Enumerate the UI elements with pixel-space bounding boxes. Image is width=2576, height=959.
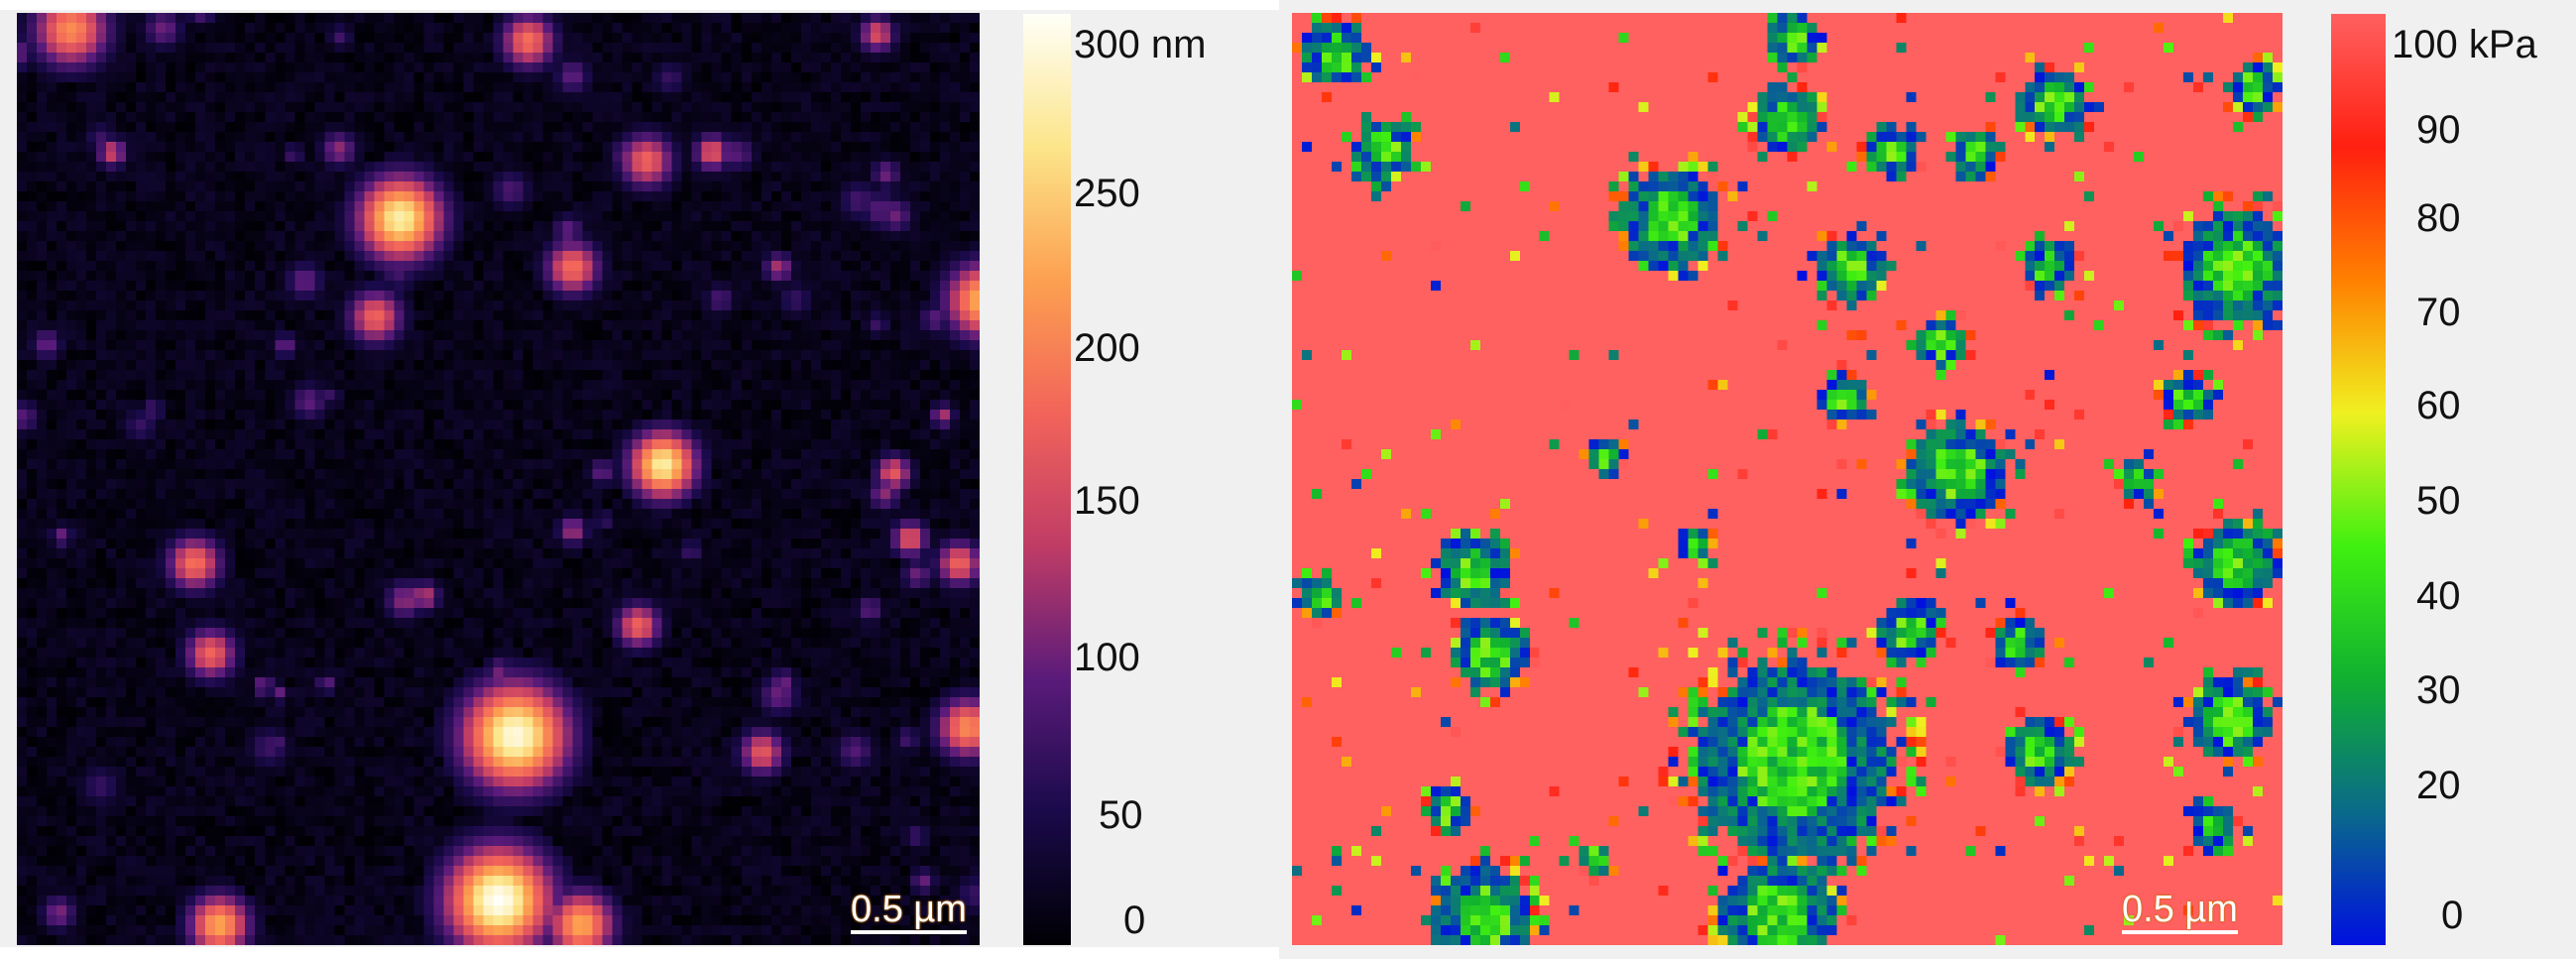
modulus-scale-bar: 0.5 µm (2122, 891, 2238, 934)
colorbar-tick-label: 0 (2441, 894, 2464, 937)
height-colorbar (1023, 14, 1071, 945)
colorbar-tick-label: 200 (1074, 326, 1140, 370)
colorbar-tick-label: 50 (2416, 479, 2461, 523)
colorbar-tick-label: 300 nm (1074, 23, 1207, 66)
colorbar-tick-label: 50 (1099, 793, 1143, 837)
colorbar-tick-label: 60 (2416, 384, 2461, 427)
colorbar-tick-label: 150 (1074, 479, 1140, 523)
colorbar-tick-label: 20 (2416, 764, 2461, 807)
colorbar-tick-label: 70 (2416, 291, 2461, 334)
colorbar-tick-label: 40 (2416, 574, 2461, 618)
height-scale-bar: 0.5 µm (851, 891, 967, 934)
colorbar-tick-label: 0 (1123, 899, 1146, 942)
height-map (17, 13, 980, 945)
colorbar-tick-label: 250 (1074, 172, 1140, 215)
colorbar-tick-label: 90 (2416, 108, 2461, 152)
colorbar-tick-label: 80 (2416, 196, 2461, 240)
modulus-map (1292, 13, 2283, 945)
colorbar-tick-label: 100 (1074, 636, 1140, 679)
modulus-colorbar (2331, 14, 2386, 945)
colorbar-tick-label: 30 (2416, 668, 2461, 712)
colorbar-tick-label: 100 kPa (2392, 23, 2537, 66)
